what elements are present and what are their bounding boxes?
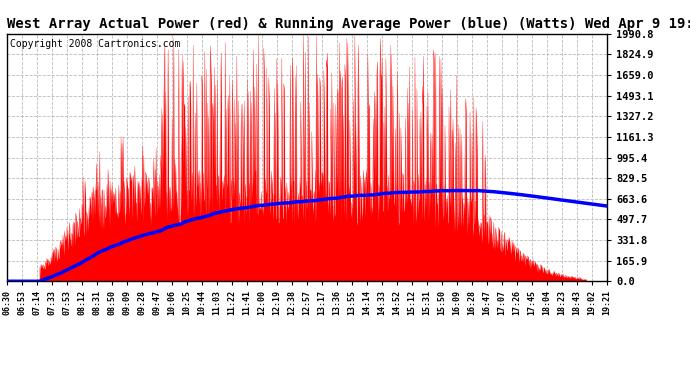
Text: Copyright 2008 Cartronics.com: Copyright 2008 Cartronics.com xyxy=(10,39,180,49)
Text: West Array Actual Power (red) & Running Average Power (blue) (Watts) Wed Apr 9 1: West Array Actual Power (red) & Running … xyxy=(7,17,690,31)
